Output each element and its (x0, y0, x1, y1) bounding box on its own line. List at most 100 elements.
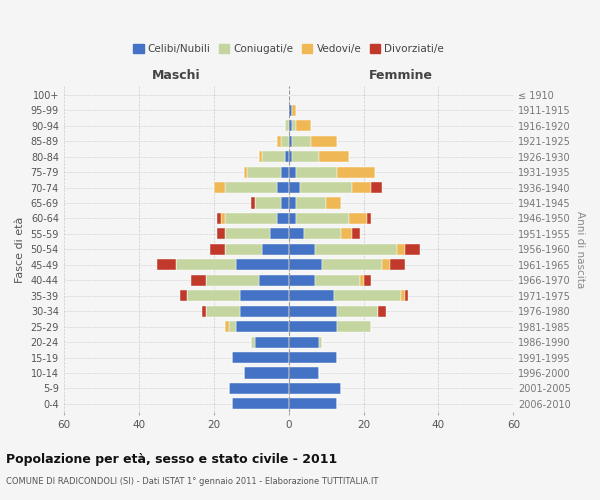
Bar (405, 244, 420, 255)
Bar (157, 260, 176, 270)
Bar (390, 260, 405, 270)
Bar (270, 228, 289, 239)
Bar (349, 213, 367, 224)
Bar (281, 136, 289, 147)
Bar (319, 151, 349, 162)
Bar (251, 336, 255, 347)
Text: Femmine: Femmine (369, 69, 433, 82)
Bar (229, 321, 236, 332)
Bar (262, 244, 289, 255)
Bar (285, 151, 289, 162)
Bar (289, 228, 304, 239)
Bar (255, 198, 281, 208)
Bar (289, 290, 334, 302)
Bar (225, 228, 270, 239)
Bar (187, 290, 240, 302)
Bar (206, 306, 240, 316)
Bar (289, 182, 300, 193)
Bar (180, 290, 187, 302)
Bar (334, 290, 401, 302)
Bar (289, 166, 296, 177)
Bar (289, 260, 322, 270)
Bar (225, 182, 277, 193)
Text: COMUNE DI RADICONDOLI (SI) - Dati ISTAT 1° gennaio 2011 - Elaborazione TUTTITALI: COMUNE DI RADICONDOLI (SI) - Dati ISTAT … (6, 478, 379, 486)
Bar (259, 274, 289, 286)
Bar (202, 306, 206, 316)
Bar (337, 306, 379, 316)
Bar (281, 166, 289, 177)
Bar (364, 274, 371, 286)
Bar (292, 151, 319, 162)
Bar (379, 306, 386, 316)
Bar (277, 136, 281, 147)
Bar (289, 151, 292, 162)
Bar (285, 120, 289, 132)
Bar (292, 136, 311, 147)
Bar (315, 244, 397, 255)
Bar (322, 260, 382, 270)
Bar (289, 352, 337, 363)
Bar (315, 274, 360, 286)
Text: Popolazione per età, sesso e stato civile - 2011: Popolazione per età, sesso e stato civil… (6, 452, 337, 466)
Bar (352, 228, 360, 239)
Bar (225, 244, 262, 255)
Bar (210, 244, 225, 255)
Bar (292, 120, 296, 132)
Bar (232, 398, 289, 409)
Bar (319, 336, 322, 347)
Bar (244, 166, 247, 177)
Bar (289, 120, 292, 132)
Legend: Celibi/Nubili, Coniugati/e, Vedovi/e, Divorziati/e: Celibi/Nubili, Coniugati/e, Vedovi/e, Di… (129, 40, 448, 58)
Bar (341, 228, 352, 239)
Bar (240, 290, 289, 302)
Bar (360, 274, 364, 286)
Text: Maschi: Maschi (152, 69, 200, 82)
Bar (289, 244, 315, 255)
Bar (259, 151, 262, 162)
Bar (405, 290, 409, 302)
Bar (236, 321, 289, 332)
Bar (281, 198, 289, 208)
Y-axis label: Anni di nascita: Anni di nascita (575, 211, 585, 288)
Bar (225, 321, 229, 332)
Bar (236, 260, 289, 270)
Bar (232, 352, 289, 363)
Bar (304, 228, 341, 239)
Bar (337, 321, 371, 332)
Bar (289, 213, 296, 224)
Y-axis label: Fasce di età: Fasce di età (15, 216, 25, 282)
Bar (371, 182, 382, 193)
Bar (206, 274, 259, 286)
Bar (289, 368, 319, 378)
Bar (225, 213, 277, 224)
Bar (326, 198, 341, 208)
Bar (337, 166, 375, 177)
Bar (247, 166, 281, 177)
Bar (289, 105, 292, 116)
Bar (289, 136, 292, 147)
Bar (217, 213, 221, 224)
Bar (311, 136, 337, 147)
Bar (277, 213, 289, 224)
Bar (397, 244, 405, 255)
Bar (292, 105, 296, 116)
Bar (214, 182, 225, 193)
Bar (296, 198, 326, 208)
Bar (401, 290, 405, 302)
Bar (296, 166, 337, 177)
Bar (289, 383, 341, 394)
Bar (277, 182, 289, 193)
Bar (240, 306, 289, 316)
Bar (289, 274, 315, 286)
Bar (300, 182, 352, 193)
Bar (352, 182, 371, 193)
Bar (255, 336, 289, 347)
Bar (382, 260, 390, 270)
Bar (296, 213, 349, 224)
Bar (191, 274, 206, 286)
Bar (176, 260, 236, 270)
Bar (289, 198, 296, 208)
Bar (289, 306, 337, 316)
Bar (229, 383, 289, 394)
Bar (296, 120, 311, 132)
